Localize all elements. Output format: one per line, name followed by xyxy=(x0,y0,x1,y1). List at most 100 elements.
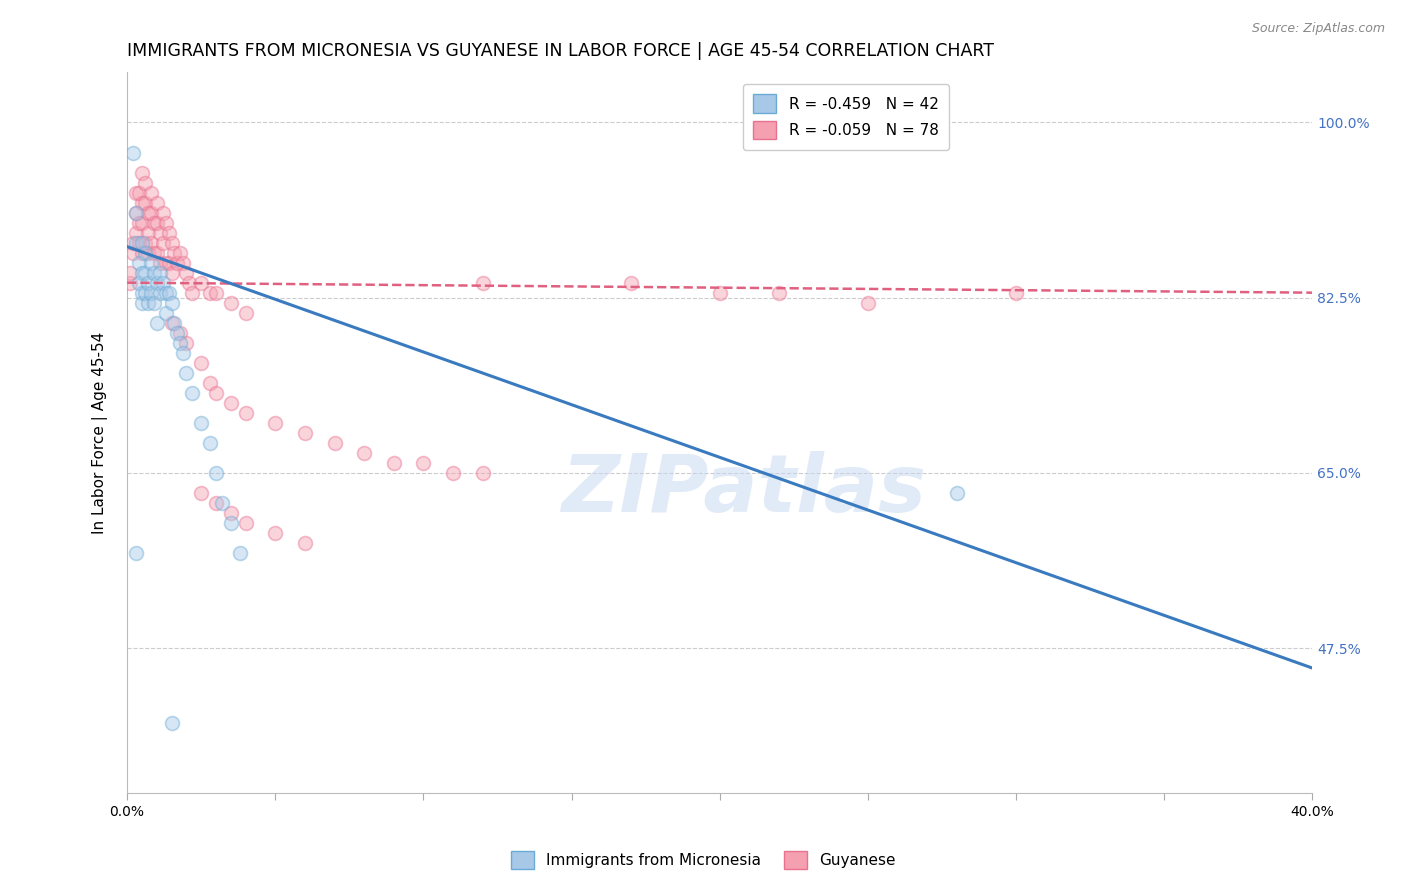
Point xyxy=(125,235,148,250)
Point xyxy=(946,486,969,500)
Text: IMMIGRANTS FROM MICRONESIA VS GUYANESE IN LABOR FORCE | AGE 45-54 CORRELATION CH: IMMIGRANTS FROM MICRONESIA VS GUYANESE I… xyxy=(127,42,994,60)
Point xyxy=(219,295,242,310)
Point xyxy=(294,425,316,440)
Point xyxy=(176,335,198,350)
Text: Source: ZipAtlas.com: Source: ZipAtlas.com xyxy=(1251,22,1385,36)
Point xyxy=(152,276,174,290)
Point xyxy=(142,245,165,260)
Point xyxy=(181,385,204,400)
Point xyxy=(166,326,188,340)
Point xyxy=(125,205,148,219)
Point xyxy=(198,285,221,300)
Point xyxy=(139,205,162,219)
Point xyxy=(139,186,162,200)
Point xyxy=(125,186,148,200)
Point xyxy=(145,245,167,260)
Point xyxy=(169,245,191,260)
Point xyxy=(125,546,148,560)
Point xyxy=(228,546,250,560)
Point xyxy=(134,245,156,260)
Point xyxy=(142,295,165,310)
Point xyxy=(134,195,156,210)
Point xyxy=(152,205,174,219)
Point xyxy=(157,255,180,269)
Point xyxy=(620,276,643,290)
Point xyxy=(128,235,150,250)
Point xyxy=(190,486,212,500)
Point xyxy=(139,235,162,250)
Point xyxy=(155,216,177,230)
Y-axis label: In Labor Force | Age 45-54: In Labor Force | Age 45-54 xyxy=(93,332,108,534)
Point xyxy=(471,466,494,480)
Point xyxy=(131,295,153,310)
Point xyxy=(160,295,183,310)
Point xyxy=(139,255,162,269)
Point xyxy=(128,255,150,269)
Point xyxy=(122,235,145,250)
Point xyxy=(145,216,167,230)
Point xyxy=(1005,285,1028,300)
Point xyxy=(412,456,434,470)
Point xyxy=(157,285,180,300)
Point xyxy=(122,145,145,160)
Text: ZIPatlas: ZIPatlas xyxy=(561,451,927,530)
Point xyxy=(198,376,221,390)
Point xyxy=(219,506,242,520)
Point xyxy=(131,216,153,230)
Point xyxy=(264,416,287,430)
Point xyxy=(131,266,153,280)
Point xyxy=(172,255,194,269)
Point xyxy=(169,326,191,340)
Point xyxy=(856,295,879,310)
Point xyxy=(145,316,167,330)
Point xyxy=(294,536,316,550)
Point xyxy=(136,295,159,310)
Point xyxy=(176,266,198,280)
Point xyxy=(152,235,174,250)
Point xyxy=(155,285,177,300)
Point xyxy=(125,226,148,240)
Point xyxy=(145,195,167,210)
Point xyxy=(163,316,186,330)
Point xyxy=(118,276,141,290)
Point xyxy=(768,285,790,300)
Point xyxy=(118,266,141,280)
Point xyxy=(176,366,198,380)
Point xyxy=(205,385,228,400)
Point xyxy=(136,205,159,219)
Point xyxy=(166,255,188,269)
Point xyxy=(235,406,257,420)
Legend: R = -0.459   N = 42, R = -0.059   N = 78: R = -0.459 N = 42, R = -0.059 N = 78 xyxy=(742,84,949,150)
Point xyxy=(136,276,159,290)
Point xyxy=(131,165,153,179)
Point xyxy=(139,285,162,300)
Point xyxy=(169,335,191,350)
Point xyxy=(160,235,183,250)
Point xyxy=(134,285,156,300)
Point xyxy=(131,235,153,250)
Point xyxy=(155,306,177,320)
Point xyxy=(205,496,228,510)
Point xyxy=(198,435,221,450)
Point xyxy=(157,226,180,240)
Point xyxy=(134,176,156,190)
Point xyxy=(190,416,212,430)
Point xyxy=(172,345,194,359)
Point xyxy=(128,276,150,290)
Point xyxy=(219,516,242,530)
Point xyxy=(179,276,201,290)
Point xyxy=(323,435,346,450)
Point xyxy=(125,205,148,219)
Point xyxy=(155,255,177,269)
Point xyxy=(122,245,145,260)
Point xyxy=(382,456,405,470)
Point xyxy=(142,266,165,280)
Point xyxy=(441,466,464,480)
Point xyxy=(131,195,153,210)
Point xyxy=(142,216,165,230)
Point xyxy=(190,356,212,370)
Point xyxy=(136,226,159,240)
Point xyxy=(163,245,186,260)
Point xyxy=(149,226,172,240)
Point xyxy=(145,276,167,290)
